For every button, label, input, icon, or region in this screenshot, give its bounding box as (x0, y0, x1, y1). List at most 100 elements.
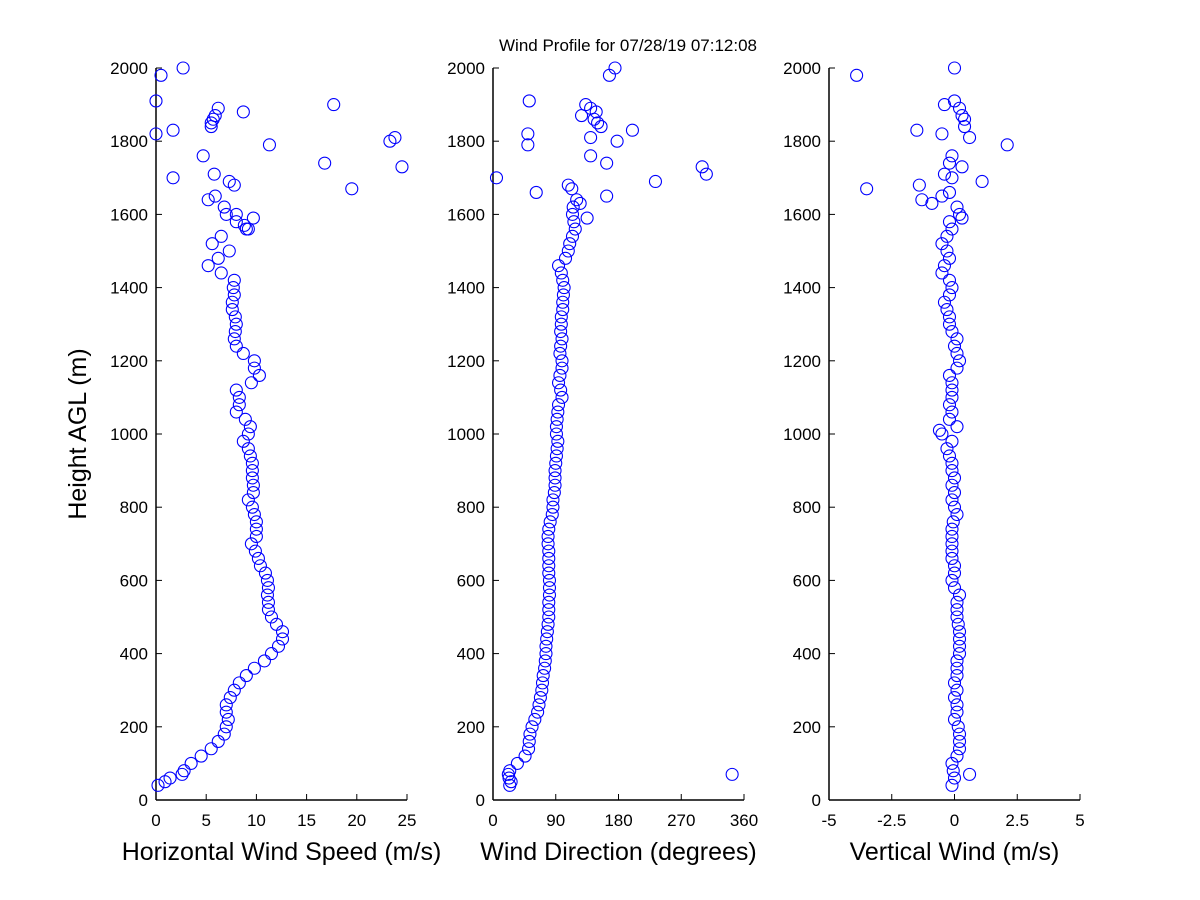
data-point (610, 134, 624, 148)
data-point (535, 676, 550, 690)
data-point (244, 537, 258, 551)
data-point (543, 515, 557, 529)
y-tick-label: 0 (812, 791, 821, 810)
y-tick-label: 1600 (783, 205, 821, 224)
data-point (947, 690, 962, 705)
data-point (211, 734, 225, 748)
data-point (194, 749, 208, 763)
data-point (551, 398, 566, 412)
y-tick-label: 1800 (447, 132, 485, 151)
data-point (246, 478, 260, 492)
data-point (249, 515, 263, 529)
data-point (236, 346, 250, 361)
data-point (227, 178, 241, 192)
x-axis-label: Horizontal Wind Speed (m/s) (122, 838, 442, 866)
data-point (945, 376, 959, 390)
data-point (945, 478, 959, 492)
y-tick-label: 800 (120, 498, 148, 517)
data-point (232, 398, 246, 412)
data-point (940, 442, 954, 456)
data-point (549, 456, 563, 470)
data-point (935, 266, 949, 280)
data-point (261, 581, 275, 595)
data-point (176, 61, 190, 75)
data-point (950, 507, 964, 522)
data-point (542, 573, 557, 587)
y-tick-label: 600 (793, 571, 821, 590)
data-point (587, 112, 601, 126)
data-point (553, 346, 567, 361)
x-tick-label: 360 (730, 811, 758, 830)
data-point (522, 94, 536, 108)
data-point (945, 573, 959, 587)
data-point (942, 215, 957, 229)
data-point (568, 222, 582, 236)
data-point (945, 171, 959, 185)
data-point (925, 196, 939, 210)
y-axis-label: Height AGL (m) (64, 348, 92, 519)
data-point (947, 676, 962, 690)
data-point (549, 449, 563, 463)
data-point (945, 456, 959, 470)
data-point (957, 120, 972, 134)
data-point (945, 324, 959, 339)
y-tick-label: 1000 (447, 425, 485, 444)
data-point (951, 720, 965, 734)
data-point (945, 522, 959, 536)
data-point (388, 130, 402, 145)
data-point (945, 405, 959, 419)
y-tick-label: 1000 (783, 425, 821, 444)
y-tick-label: 2000 (783, 59, 821, 78)
data-point (935, 127, 949, 141)
data-point (201, 259, 215, 273)
data-point (695, 160, 709, 174)
panel-2: 0 200 400 600 800 1000 1200 1400 1600 1800 2000 0 90… (447, 59, 758, 866)
data-point (395, 160, 409, 174)
data-point (945, 756, 959, 770)
data-point (942, 273, 957, 287)
y-tick-label: 0 (139, 791, 148, 810)
data-point (565, 182, 579, 196)
data-point (554, 339, 568, 353)
data-point (258, 566, 272, 580)
data-point (238, 412, 252, 426)
data-point (945, 434, 959, 448)
data-point (945, 537, 959, 551)
y-tick-label: 1200 (110, 352, 148, 371)
data-point (546, 500, 560, 514)
y-tick-label: 1200 (783, 352, 821, 371)
data-point (249, 522, 263, 536)
data-point (946, 764, 960, 778)
data-point (252, 368, 266, 382)
y-tick-label: 1600 (110, 205, 148, 224)
data-point (945, 544, 959, 558)
panel-1: 0 200 400 600 800 1000 1200 1400 1600 1800 2000 0 5 1… (110, 59, 441, 866)
data-point (241, 493, 255, 507)
data-point (166, 171, 180, 185)
data-point (952, 207, 967, 221)
data-point (345, 182, 359, 196)
data-point (232, 390, 246, 404)
data-point (963, 130, 977, 145)
data-point (952, 647, 967, 661)
data-point (574, 109, 589, 123)
data-point (149, 127, 163, 141)
data-point (211, 101, 225, 115)
x-tick-label: 5 (1075, 811, 1084, 830)
data-point (946, 515, 960, 529)
x-tick-label: 5 (201, 811, 210, 830)
data-point (648, 174, 663, 189)
data-point (247, 361, 261, 375)
data-point (950, 661, 964, 675)
data-point (556, 273, 570, 287)
data-point (264, 647, 279, 661)
y-tick-label: 0 (476, 791, 485, 810)
data-point (952, 632, 967, 646)
x-tick-label: 90 (546, 811, 565, 830)
data-point (556, 295, 570, 309)
data-point (947, 94, 962, 108)
x-tick-label: 270 (667, 811, 695, 830)
data-point (236, 434, 250, 448)
data-point (214, 229, 228, 243)
